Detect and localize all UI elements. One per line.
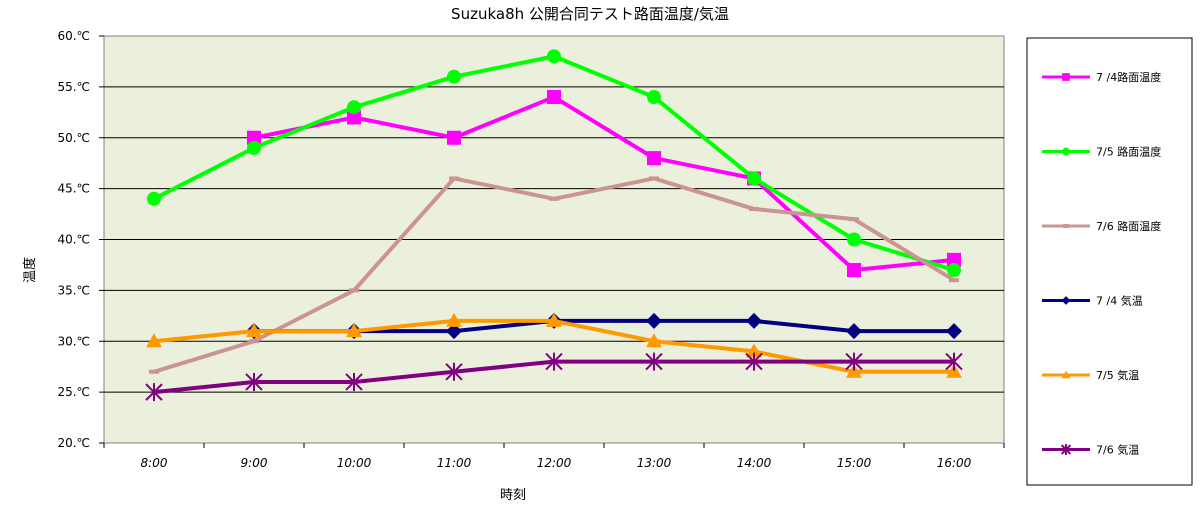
- square-marker: [1062, 73, 1070, 81]
- y-tick-label: 55.℃: [57, 80, 90, 94]
- triangle-marker: [346, 323, 362, 338]
- y-tick-label: 30.℃: [57, 334, 90, 348]
- dash-marker: [149, 369, 159, 374]
- dash-marker: [949, 278, 959, 283]
- x-tick-label: 10:00: [337, 456, 372, 470]
- diamond-marker: [646, 312, 662, 329]
- square-marker: [347, 110, 361, 125]
- x-tick-label: 16:00: [937, 456, 972, 470]
- y-tick-label: 60.℃: [57, 29, 90, 43]
- star-marker: [945, 352, 963, 371]
- triangle-marker: [646, 333, 662, 348]
- dash-marker: [249, 339, 259, 344]
- circle-marker: [647, 90, 661, 105]
- triangle-marker: [746, 343, 762, 358]
- circle-marker: [247, 140, 261, 155]
- y-tick-label: 40.℃: [57, 233, 90, 247]
- star-marker: [445, 362, 463, 381]
- y-tick-label: 25.℃: [57, 385, 90, 399]
- dash-marker: [849, 217, 859, 222]
- triangle-marker: [246, 323, 262, 338]
- circle-marker: [747, 171, 761, 186]
- chart-title: Suzuka8h 公開合同テスト路面温度/気温: [451, 5, 729, 23]
- star-marker: [145, 383, 163, 402]
- legend-item: 7/5 気温: [1042, 368, 1139, 382]
- star-marker: [745, 352, 763, 371]
- legend-item: 7/6 気温: [1042, 443, 1139, 457]
- circle-marker: [847, 232, 861, 247]
- legend: [1026, 37, 1193, 486]
- x-tick-label: 15:00: [837, 456, 872, 470]
- circle-marker: [947, 263, 961, 278]
- diamond-marker: [946, 323, 962, 340]
- x-tick-label: 12:00: [537, 456, 572, 470]
- legend-label: 7/6 気温: [1096, 443, 1139, 457]
- circle-marker: [1062, 147, 1070, 156]
- y-axis-label: 温度: [22, 257, 38, 283]
- y-tick-label: 45.℃: [57, 182, 90, 196]
- circle-marker: [547, 49, 561, 64]
- square-marker: [447, 130, 461, 145]
- circle-marker: [147, 191, 161, 206]
- triangle-marker: [846, 363, 862, 378]
- series-line: [253, 95, 955, 273]
- star-marker: [1060, 444, 1072, 455]
- series-2: [147, 49, 961, 278]
- star-marker: [545, 352, 563, 371]
- dash-marker: [549, 196, 559, 201]
- square-marker: [847, 263, 861, 278]
- legend-label: 7/6 路面温度: [1096, 219, 1161, 233]
- circle-marker: [347, 100, 361, 115]
- square-marker: [247, 130, 261, 145]
- series-3: [149, 176, 959, 374]
- x-tick-label: 13:00: [637, 456, 672, 470]
- legend-label: 7 /4 気温: [1096, 294, 1143, 308]
- legend-label: 7 /4路面温度: [1096, 70, 1161, 84]
- triangle-marker: [446, 312, 462, 327]
- diamond-marker: [746, 312, 762, 329]
- diamond-marker: [1061, 296, 1071, 305]
- star-marker: [345, 372, 363, 391]
- legend-item: 7/5 路面温度: [1042, 145, 1161, 159]
- legend-label: 7/5 路面温度: [1096, 145, 1161, 159]
- legend-item: 7/6 路面温度: [1042, 219, 1161, 233]
- triangle-marker: [146, 333, 162, 348]
- x-axis-label: 時刻: [500, 488, 526, 503]
- diamond-marker: [846, 323, 862, 340]
- x-tick-label: 11:00: [437, 456, 472, 470]
- legend-item: 7 /4 気温: [1042, 294, 1143, 308]
- square-marker: [647, 151, 661, 166]
- dash-marker: [1063, 224, 1069, 228]
- star-marker: [645, 352, 663, 371]
- y-tick-label: 50.℃: [57, 131, 90, 145]
- dash-marker: [349, 288, 359, 293]
- x-tick-label: 14:00: [737, 456, 772, 470]
- legend-label: 7/5 気温: [1096, 368, 1139, 382]
- triangle-marker: [1061, 370, 1071, 379]
- square-marker: [547, 90, 561, 105]
- series-6: [145, 352, 963, 402]
- dash-marker: [449, 176, 459, 181]
- x-tick-label: 9:00: [241, 456, 268, 470]
- y-tick-label: 20.℃: [57, 436, 90, 450]
- dash-marker: [749, 206, 759, 211]
- star-marker: [845, 352, 863, 371]
- series-5: [146, 312, 962, 378]
- diamond-marker: [446, 323, 462, 340]
- square-marker: [947, 252, 961, 267]
- dash-marker: [649, 176, 659, 181]
- triangle-marker: [946, 363, 962, 378]
- star-marker: [245, 372, 263, 391]
- circle-marker: [447, 69, 461, 84]
- legend-item: 7 /4路面温度: [1042, 70, 1161, 84]
- x-tick-label: 8:00: [141, 456, 168, 470]
- y-tick-label: 35.℃: [57, 283, 90, 297]
- triangle-marker: [546, 312, 562, 327]
